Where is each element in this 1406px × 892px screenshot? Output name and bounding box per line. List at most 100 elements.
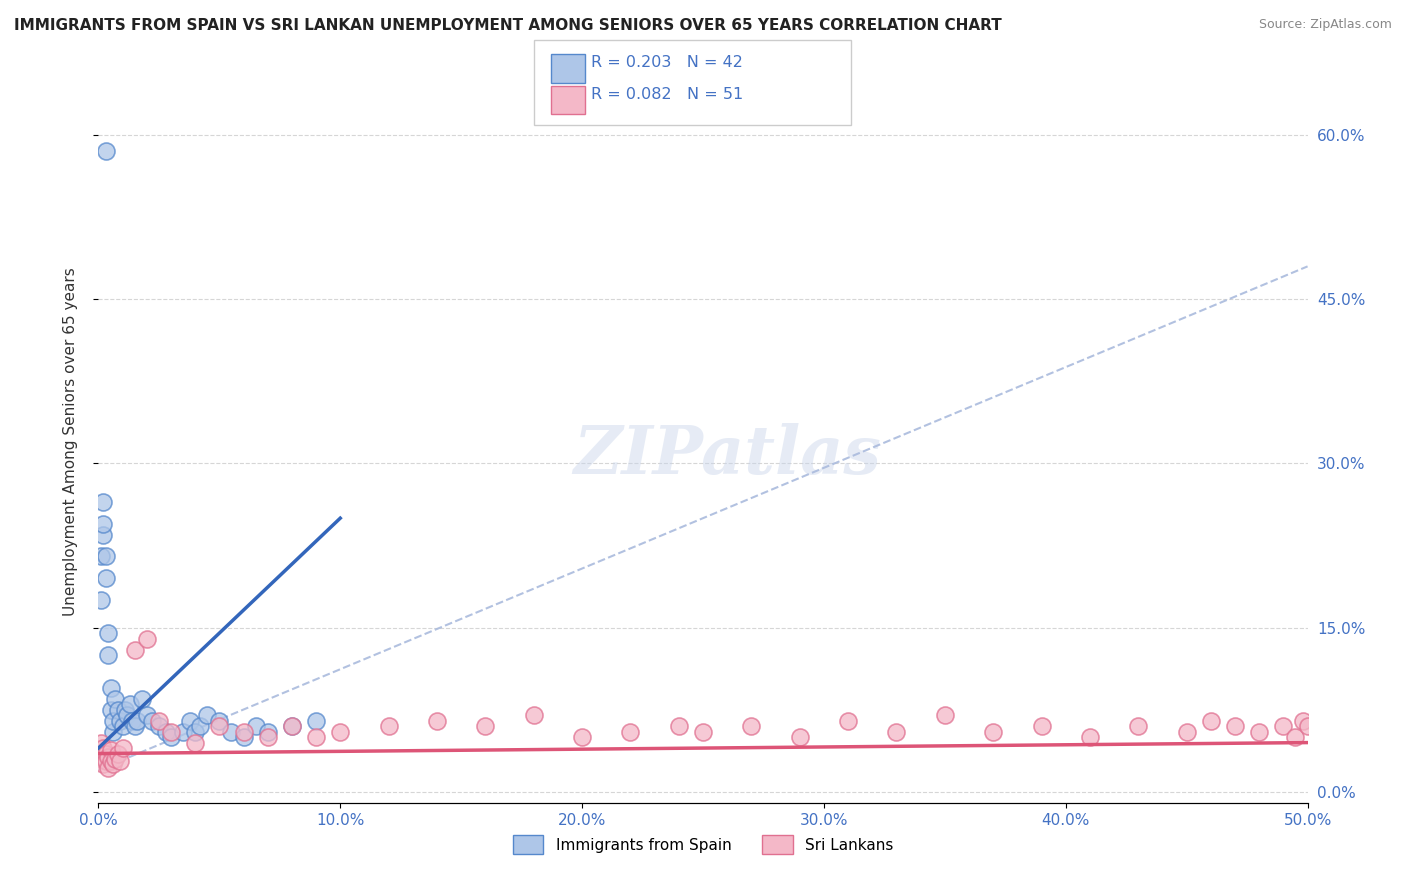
Point — [127, 714, 149, 728]
Point — [94, 145, 117, 159]
Point — [256, 724, 278, 739]
Point — [135, 708, 157, 723]
Point — [281, 719, 304, 733]
Point — [184, 724, 207, 739]
Point — [90, 752, 112, 766]
Point — [90, 593, 112, 607]
Point — [245, 719, 267, 733]
Point — [90, 549, 112, 564]
Point — [1296, 719, 1319, 733]
Point — [1272, 719, 1295, 733]
Point — [981, 724, 1004, 739]
Point — [208, 714, 231, 728]
Y-axis label: Unemployment Among Seniors over 65 years: Unemployment Among Seniors over 65 years — [63, 268, 77, 615]
Point — [94, 754, 117, 768]
Point — [90, 735, 112, 749]
Point — [148, 719, 170, 733]
Point — [104, 752, 127, 766]
Point — [91, 741, 114, 756]
Text: R = 0.203   N = 42: R = 0.203 N = 42 — [591, 55, 742, 70]
Point — [108, 714, 131, 728]
Point — [111, 719, 134, 733]
Point — [1292, 714, 1315, 728]
Point — [118, 698, 141, 712]
Text: ZIPatlas: ZIPatlas — [574, 424, 882, 489]
Point — [232, 724, 254, 739]
Point — [101, 724, 124, 739]
Point — [789, 730, 811, 744]
Point — [172, 724, 194, 739]
Point — [124, 642, 146, 657]
Point — [571, 730, 593, 744]
Point — [97, 626, 120, 640]
Point — [426, 714, 449, 728]
Point — [111, 741, 134, 756]
Point — [97, 749, 120, 764]
Point — [107, 703, 129, 717]
Text: IMMIGRANTS FROM SPAIN VS SRI LANKAN UNEMPLOYMENT AMONG SENIORS OVER 65 YEARS COR: IMMIGRANTS FROM SPAIN VS SRI LANKAN UNEM… — [14, 18, 1002, 33]
Point — [523, 708, 546, 723]
Point — [124, 719, 146, 733]
Point — [155, 724, 177, 739]
Point — [179, 714, 201, 728]
Point — [305, 714, 328, 728]
Text: Source: ZipAtlas.com: Source: ZipAtlas.com — [1258, 18, 1392, 31]
Point — [117, 708, 139, 723]
Point — [91, 516, 114, 531]
Point — [100, 743, 122, 757]
Legend: Immigrants from Spain, Sri Lankans: Immigrants from Spain, Sri Lankans — [506, 830, 900, 860]
Point — [97, 648, 120, 662]
Point — [148, 714, 170, 728]
Point — [329, 724, 352, 739]
Point — [1031, 719, 1053, 733]
Point — [1078, 730, 1101, 744]
Point — [94, 747, 117, 761]
Point — [121, 714, 143, 728]
Point — [474, 719, 496, 733]
Point — [195, 708, 218, 723]
Point — [281, 719, 304, 733]
Point — [1199, 714, 1222, 728]
Point — [668, 719, 690, 733]
Point — [1175, 724, 1198, 739]
Point — [837, 714, 859, 728]
Point — [131, 691, 153, 706]
Point — [1223, 719, 1246, 733]
Point — [91, 527, 114, 541]
Point — [188, 719, 211, 733]
Point — [377, 719, 399, 733]
Point — [305, 730, 328, 744]
Point — [104, 691, 127, 706]
Point — [101, 757, 124, 772]
Point — [108, 754, 131, 768]
Point — [160, 724, 183, 739]
Point — [221, 724, 243, 739]
Point — [94, 571, 117, 585]
Point — [94, 549, 117, 564]
Point — [141, 714, 163, 728]
Point — [97, 761, 120, 775]
Point — [1284, 730, 1306, 744]
Point — [107, 747, 129, 761]
Point — [740, 719, 762, 733]
Point — [934, 708, 956, 723]
Point — [100, 754, 122, 768]
Point — [101, 714, 124, 728]
Point — [91, 757, 114, 772]
Point — [160, 730, 183, 744]
Point — [232, 730, 254, 744]
Point — [1128, 719, 1150, 733]
Point — [692, 724, 714, 739]
Point — [886, 724, 908, 739]
Point — [100, 703, 122, 717]
Point — [91, 494, 114, 508]
Text: R = 0.082   N = 51: R = 0.082 N = 51 — [591, 87, 742, 103]
Point — [135, 632, 157, 646]
Point — [100, 681, 122, 695]
Point — [208, 719, 231, 733]
Point — [619, 724, 641, 739]
Point — [114, 703, 136, 717]
Point — [256, 730, 278, 744]
Point — [184, 735, 207, 749]
Point — [1249, 724, 1271, 739]
